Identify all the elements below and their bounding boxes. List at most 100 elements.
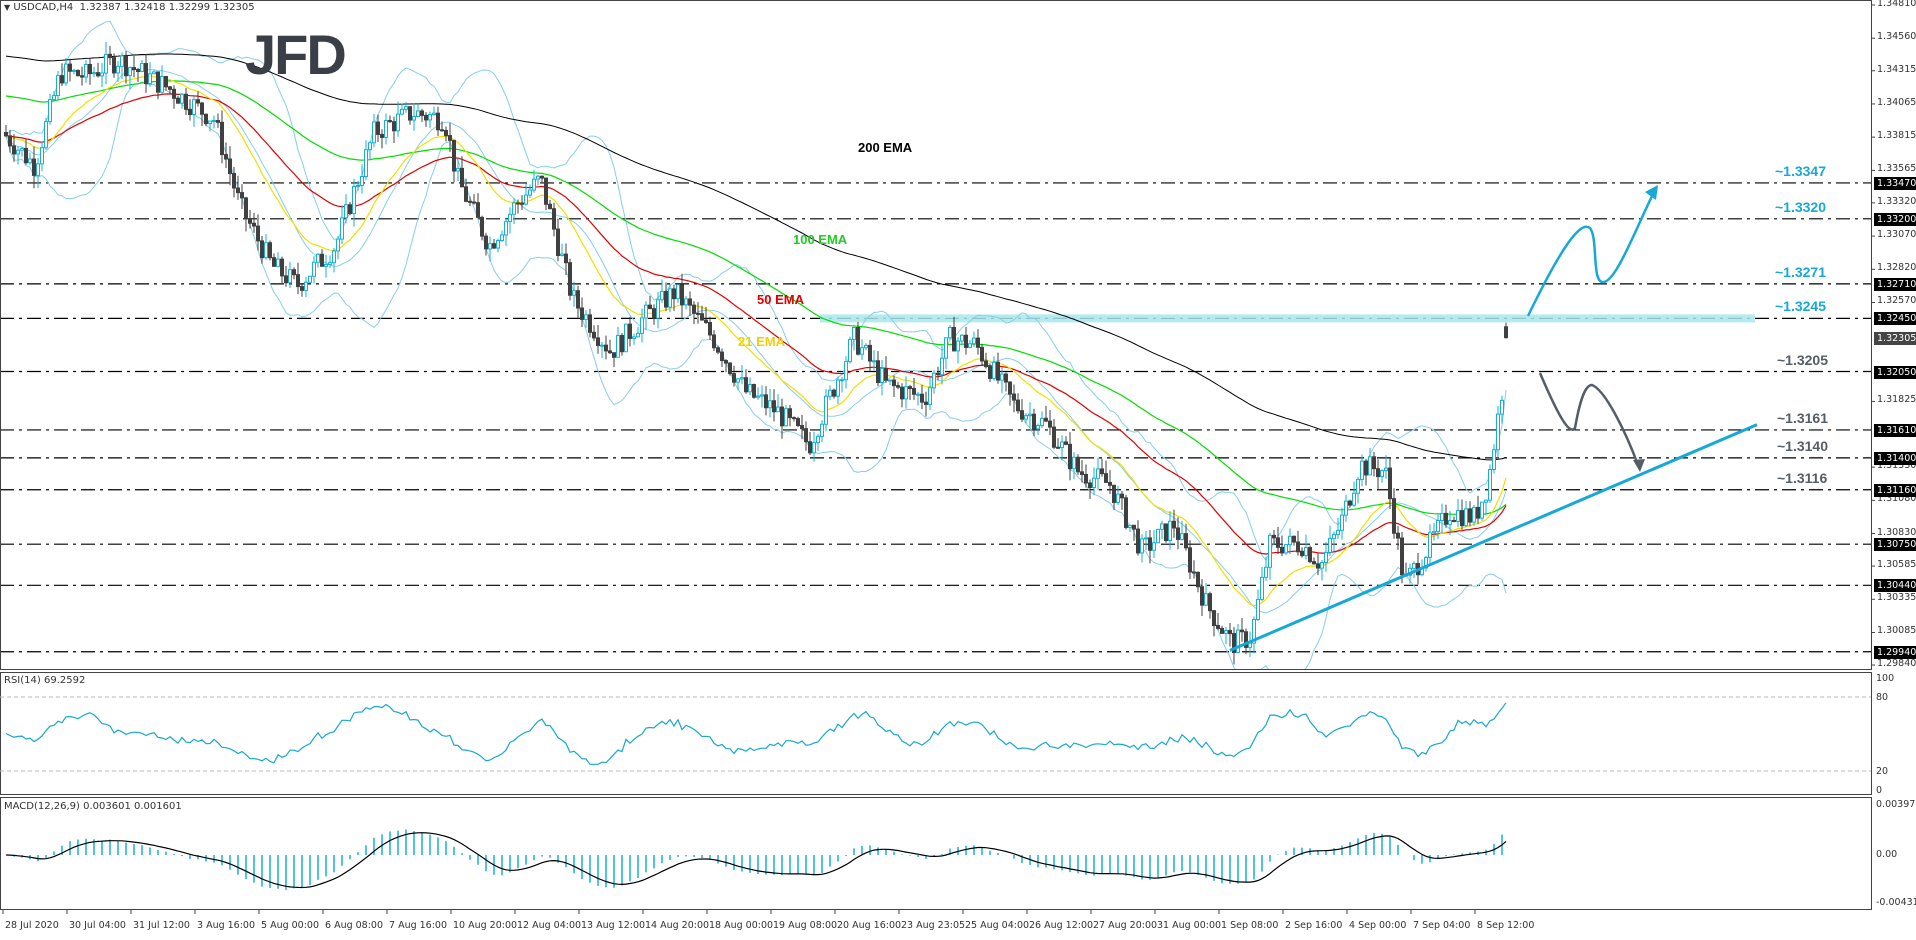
candle bbox=[200, 102, 204, 115]
candle bbox=[964, 334, 968, 348]
date-tick-label: 18 Aug 00:00 bbox=[709, 920, 774, 931]
resistance-zone bbox=[820, 314, 1755, 323]
level-label: ~1.3320 bbox=[1775, 198, 1826, 215]
candle bbox=[832, 389, 836, 397]
candle bbox=[1292, 535, 1296, 543]
candle bbox=[100, 72, 104, 77]
level-price-box: 1.32450 bbox=[1874, 312, 1916, 326]
candle bbox=[568, 262, 572, 296]
candle bbox=[1352, 492, 1356, 506]
candle bbox=[104, 53, 108, 74]
candle bbox=[884, 367, 888, 381]
level-label: ~1.3205 bbox=[1777, 351, 1828, 368]
candle bbox=[468, 200, 472, 203]
candle bbox=[576, 290, 580, 309]
candle bbox=[1008, 381, 1012, 395]
candle bbox=[148, 73, 152, 85]
candle bbox=[852, 327, 856, 341]
bollinger-lower bbox=[5, 81, 1507, 669]
candle bbox=[316, 253, 320, 263]
macd-axis-label: 0.00 bbox=[1876, 849, 1898, 860]
candle bbox=[296, 274, 300, 288]
date-tick-label: 28 Jul 2020 bbox=[5, 920, 59, 931]
candle bbox=[4, 131, 8, 137]
main-pane bbox=[0, 0, 1872, 670]
candle bbox=[1376, 468, 1380, 478]
candle bbox=[48, 99, 52, 123]
date-tick-label: 7 Aug 16:00 bbox=[389, 920, 448, 931]
symbol-ohlc: USDCAD,H4 1.32387 1.32418 1.32299 1.3230… bbox=[13, 2, 255, 13]
candle bbox=[1236, 629, 1240, 653]
candle bbox=[348, 204, 352, 215]
candle bbox=[1144, 537, 1148, 540]
candle bbox=[1452, 519, 1456, 522]
macd-axis-label: -0.004318 bbox=[1876, 897, 1916, 908]
candle bbox=[1092, 477, 1096, 489]
current-price-box: 1.32305 bbox=[1874, 331, 1916, 345]
candle bbox=[1368, 456, 1372, 476]
candle bbox=[452, 139, 456, 172]
candle bbox=[1080, 471, 1084, 475]
candle bbox=[280, 258, 284, 277]
candle bbox=[772, 400, 776, 413]
rsi-axis-label: 20 bbox=[1876, 766, 1889, 777]
candle bbox=[392, 121, 396, 132]
candle bbox=[756, 395, 760, 398]
candle bbox=[980, 346, 984, 362]
candle bbox=[1172, 520, 1176, 529]
candle bbox=[160, 76, 164, 93]
candle bbox=[560, 253, 564, 257]
candle bbox=[1120, 493, 1124, 499]
candle bbox=[1312, 561, 1316, 565]
candle bbox=[948, 326, 952, 339]
candle bbox=[1200, 586, 1204, 606]
candle bbox=[72, 69, 76, 72]
ema-label: 21 EMA bbox=[738, 334, 785, 349]
candle bbox=[152, 71, 156, 75]
candle bbox=[1192, 571, 1196, 574]
candle bbox=[484, 235, 488, 250]
candle bbox=[1436, 520, 1440, 533]
candle bbox=[1096, 468, 1100, 479]
candle bbox=[688, 298, 692, 306]
candle bbox=[1152, 542, 1156, 551]
candle bbox=[752, 384, 756, 398]
candle bbox=[1232, 633, 1236, 653]
candle bbox=[700, 313, 704, 321]
candle bbox=[1328, 537, 1332, 553]
candle bbox=[596, 337, 600, 346]
candle bbox=[916, 393, 920, 396]
level-price-box: 1.33470 bbox=[1874, 176, 1916, 190]
candle bbox=[1456, 510, 1460, 522]
candle bbox=[52, 95, 56, 101]
candle bbox=[788, 408, 792, 419]
candle bbox=[208, 120, 212, 125]
ema-50-line bbox=[5, 93, 1507, 555]
candle bbox=[1204, 593, 1208, 606]
candle bbox=[584, 314, 588, 320]
chart-header: ▼ USDCAD,H4 1.32387 1.32418 1.32299 1.32… bbox=[4, 2, 255, 13]
candle bbox=[1488, 469, 1492, 501]
candle bbox=[708, 322, 712, 336]
ema-100-line bbox=[5, 80, 1507, 516]
candle bbox=[728, 362, 732, 375]
candle bbox=[784, 408, 788, 427]
uptrend-line[interactable] bbox=[1229, 423, 1758, 652]
candle bbox=[1468, 508, 1472, 523]
candle bbox=[1012, 393, 1016, 401]
candle bbox=[320, 253, 324, 267]
level-label: ~1.3161 bbox=[1777, 409, 1828, 426]
candle bbox=[668, 288, 672, 308]
candle bbox=[1168, 520, 1172, 542]
collapse-triangle-icon[interactable]: ▼ bbox=[4, 3, 11, 12]
candle bbox=[128, 67, 132, 77]
level-price-box: 1.30750 bbox=[1874, 538, 1916, 552]
candle bbox=[1184, 533, 1188, 549]
candle bbox=[736, 378, 740, 383]
candle bbox=[856, 327, 860, 355]
candle bbox=[672, 288, 676, 300]
candle bbox=[676, 284, 680, 300]
candle bbox=[1072, 456, 1076, 470]
